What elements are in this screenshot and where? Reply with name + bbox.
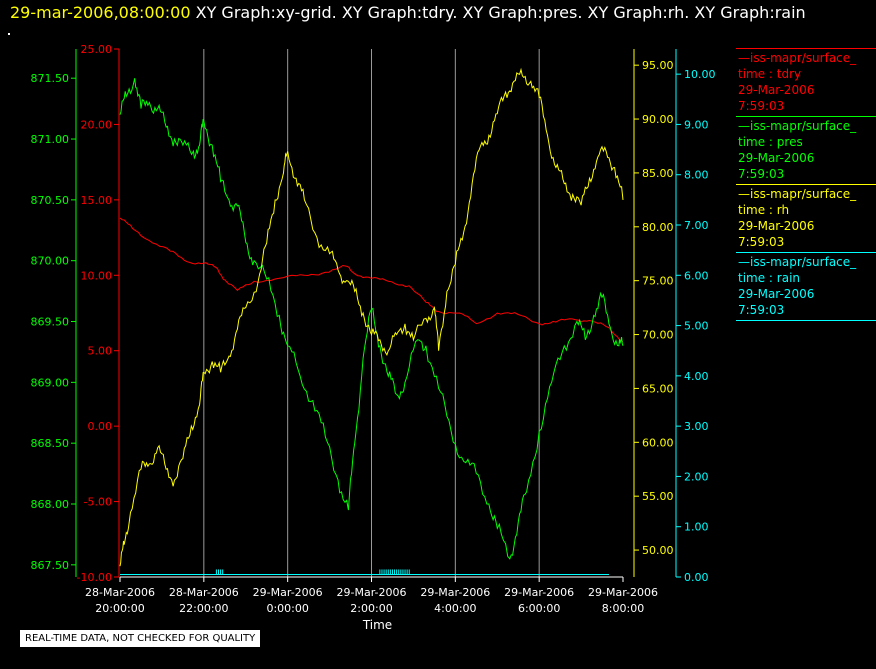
series-line-rh: [119, 67, 624, 567]
x-tick-label: 29-Mar-2006: [420, 586, 490, 599]
x-axis-label: Time: [362, 618, 392, 632]
legend-var: time : tdry: [738, 67, 802, 81]
x-tick-label: 6:00:00: [518, 602, 560, 615]
series-line-tdry: [119, 217, 624, 343]
legend-name: —iss-mapr/surface_: [738, 187, 857, 201]
y-tick-label-rain: 3.00: [684, 420, 709, 433]
legend-date: 29-Mar-2006: [738, 287, 815, 301]
legend-var: time : rain: [738, 271, 801, 285]
y-tick-label-rain: 5.00: [684, 320, 709, 333]
y-tick-label-rain: 9.00: [684, 118, 709, 131]
legend-entry-pres[interactable]: —iss-mapr/surface_ time : pres 29-Mar-20…: [736, 116, 876, 184]
y-tick-label-tdry: 10.00: [81, 269, 113, 282]
legend-name: —iss-mapr/surface_: [738, 119, 857, 133]
y-tick-label-rh: 60.00: [642, 436, 674, 449]
y-tick-label-rain: 10.00: [684, 68, 716, 81]
y-tick-label-rh: 95.00: [642, 59, 674, 72]
y-tick-label-rain: 8.00: [684, 169, 709, 182]
x-tick-label: 28-Mar-2006: [169, 586, 239, 599]
y-tick-label-tdry: -5.00: [84, 496, 112, 509]
y-tick-label-pres: 869.00: [31, 376, 70, 389]
y-tick-label-pres: 870.50: [31, 194, 70, 207]
legend-time: 7:59:03: [738, 167, 785, 181]
x-tick-label: 8:00:00: [602, 602, 644, 615]
legend-time: 7:59:03: [738, 99, 785, 113]
x-tick-label: 29-Mar-2006: [253, 586, 323, 599]
y-tick-label-rain: 1.00: [684, 521, 709, 534]
legend-date: 29-Mar-2006: [738, 151, 815, 165]
x-tick-label: 20:00:00: [95, 602, 144, 615]
legend-name: —iss-mapr/surface_: [738, 51, 857, 65]
y-tick-label-rain: 2.00: [684, 470, 709, 483]
legend-var: time : pres: [738, 135, 803, 149]
y-tick-label-pres: 870.00: [31, 255, 70, 268]
y-tick-label-tdry: -10.00: [77, 571, 112, 584]
y-tick-label-pres: 867.50: [31, 559, 70, 572]
legend-entry-rain[interactable]: —iss-mapr/surface_ time : rain 29-Mar-20…: [736, 252, 876, 321]
x-tick-label: 29-Mar-2006: [588, 586, 658, 599]
y-tick-label-pres: 871.50: [31, 72, 70, 85]
y-tick-label-rh: 50.00: [642, 544, 674, 557]
y-tick-label-pres: 871.00: [31, 133, 70, 146]
y-tick-label-rain: 7.00: [684, 219, 709, 232]
header-dot: [8, 33, 10, 35]
y-tick-label-pres: 869.50: [31, 316, 70, 329]
legend-entry-tdry[interactable]: —iss-mapr/surface_ time : tdry 29-Mar-20…: [736, 48, 876, 116]
y-tick-label-rain: 4.00: [684, 370, 709, 383]
y-tick-label-rh: 90.00: [642, 113, 674, 126]
y-tick-label-rh: 85.00: [642, 167, 674, 180]
y-tick-label-rain: 0.00: [684, 571, 709, 584]
y-tick-label-tdry: 15.00: [81, 194, 113, 207]
x-tick-label: 29-Mar-2006: [337, 586, 407, 599]
y-tick-label-pres: 868.50: [31, 437, 70, 450]
y-tick-label-tdry: 5.00: [88, 345, 113, 358]
y-tick-label-rain: 6.00: [684, 269, 709, 282]
legend-bottom-rule: [736, 320, 876, 321]
x-tick-label: 28-Mar-2006: [85, 586, 155, 599]
graph-titles: XY Graph:xy-grid. XY Graph:tdry. XY Grap…: [195, 3, 806, 22]
y-tick-label-pres: 868.00: [31, 498, 70, 511]
y-tick-label-tdry: 0.00: [88, 420, 113, 433]
legend-var: time : rh: [738, 203, 790, 217]
timestamp: 29-mar-2006,08:00:00: [10, 3, 191, 22]
series-line-pres: [119, 78, 624, 560]
legend-name: —iss-mapr/surface_: [738, 255, 857, 269]
y-tick-label-rh: 80.00: [642, 221, 674, 234]
x-tick-label: 22:00:00: [179, 602, 228, 615]
legend: —iss-mapr/surface_ time : tdry 29-Mar-20…: [736, 48, 876, 321]
y-tick-label-rh: 55.00: [642, 490, 674, 503]
chart-header: 29-mar-2006,08:00:00 XY Graph:xy-grid. X…: [10, 3, 806, 22]
legend-time: 7:59:03: [738, 303, 785, 317]
y-tick-label-rh: 65.00: [642, 382, 674, 395]
y-tick-label-rh: 70.00: [642, 329, 674, 342]
x-tick-label: 0:00:00: [266, 602, 308, 615]
y-tick-label-tdry: 25.00: [81, 43, 113, 56]
legend-date: 29-Mar-2006: [738, 219, 815, 233]
legend-entry-rh[interactable]: —iss-mapr/surface_ time : rh 29-Mar-2006…: [736, 184, 876, 252]
legend-date: 29-Mar-2006: [738, 83, 815, 97]
legend-time: 7:59:03: [738, 235, 785, 249]
quality-note: REAL-TIME DATA, NOT CHECKED FOR QUALITY: [20, 630, 261, 647]
x-tick-label: 29-Mar-2006: [504, 586, 574, 599]
x-tick-label: 4:00:00: [434, 602, 476, 615]
x-tick-label: 2:00:00: [350, 602, 392, 615]
y-tick-label-rh: 75.00: [642, 275, 674, 288]
y-tick-label-tdry: 20.00: [81, 118, 113, 131]
